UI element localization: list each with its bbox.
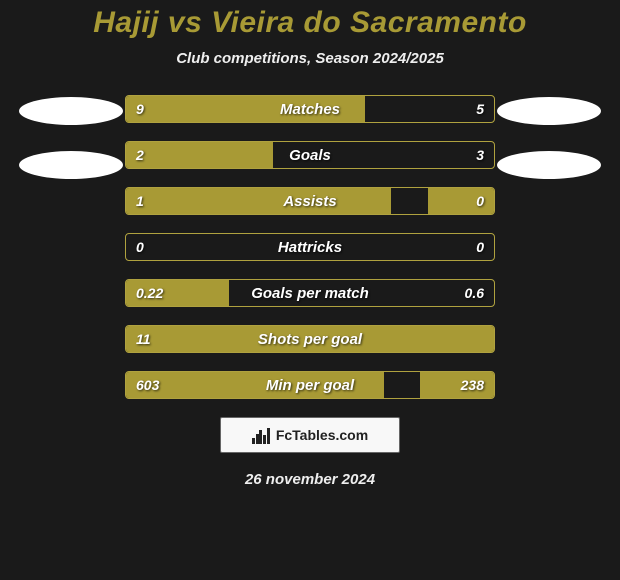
player-right-oval-1 xyxy=(497,97,601,125)
bar-fill-right xyxy=(420,372,494,398)
bar-row-assists: 1 Assists 0 xyxy=(125,187,495,215)
branding-badge: FcTables.com xyxy=(220,417,400,453)
bar-value-left: 0 xyxy=(136,234,144,260)
bar-value-right: 3 xyxy=(476,142,484,168)
bar-fill-left xyxy=(126,96,365,122)
bar-label: Hattricks xyxy=(126,234,494,260)
bar-value-right: 0.6 xyxy=(465,280,484,306)
bar-value-right: 0 xyxy=(476,234,484,260)
date-label: 26 november 2024 xyxy=(245,471,375,488)
bar-fill-left xyxy=(126,372,384,398)
bar-row-matches: 9 Matches 5 xyxy=(125,95,495,123)
bar-row-goals: 2 Goals 3 xyxy=(125,141,495,169)
bar-row-shots-per-goal: 11 Shots per goal xyxy=(125,325,495,353)
bar-fill-left xyxy=(126,280,229,306)
page-subtitle: Club competitions, Season 2024/2025 xyxy=(176,50,444,67)
page-title: Hajij vs Vieira do Sacramento xyxy=(93,6,527,40)
chart-area: 9 Matches 5 2 Goals 3 1 Assists 0 xyxy=(0,95,620,399)
player-right-oval-2 xyxy=(497,151,601,179)
bar-fill-left xyxy=(126,188,391,214)
branding-text: FcTables.com xyxy=(276,427,368,443)
bar-fill-left xyxy=(126,326,494,352)
left-player-col xyxy=(17,95,125,179)
bar-fill-left xyxy=(126,142,273,168)
branding-chart-icon xyxy=(252,426,270,444)
bar-row-goals-per-match: 0.22 Goals per match 0.6 xyxy=(125,279,495,307)
comparison-bars: 9 Matches 5 2 Goals 3 1 Assists 0 xyxy=(125,95,495,399)
bar-row-min-per-goal: 603 Min per goal 238 xyxy=(125,371,495,399)
player-left-oval-1 xyxy=(19,97,123,125)
player-left-oval-2 xyxy=(19,151,123,179)
bar-fill-right xyxy=(428,188,494,214)
right-player-col xyxy=(495,95,603,179)
bar-row-hattricks: 0 Hattricks 0 xyxy=(125,233,495,261)
infographic-container: Hajij vs Vieira do Sacramento Club compe… xyxy=(0,0,620,580)
bar-value-right: 5 xyxy=(476,96,484,122)
